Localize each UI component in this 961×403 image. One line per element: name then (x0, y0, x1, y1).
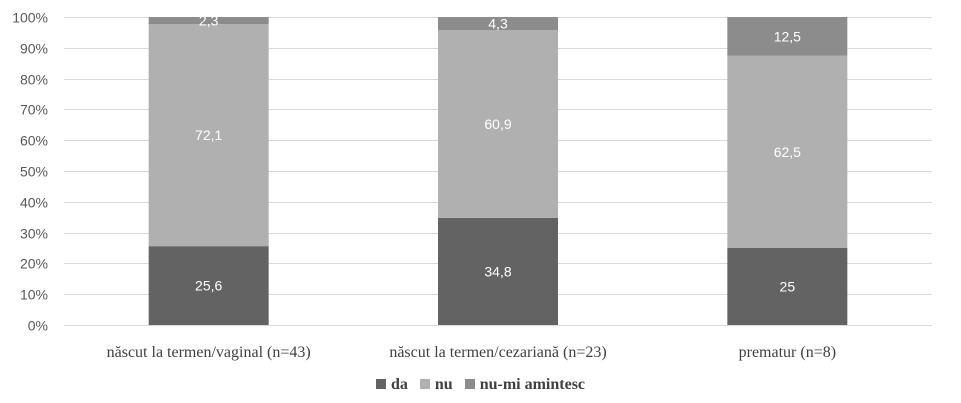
bar-segment-nu-mi-amintesc (438, 17, 558, 31)
bar-segment-nu (438, 30, 558, 218)
legend-label: nu-mi amintesc (479, 376, 586, 393)
data-label: 72,1 (195, 127, 222, 143)
x-axis-labels: născut la termen/vaginal (n=43) născut la… (107, 344, 836, 361)
bar-segment-nu-mi-amintesc (727, 17, 848, 56)
legend-swatch (419, 379, 430, 389)
y-tick-label: 40% (20, 195, 48, 211)
bars (148, 17, 848, 325)
y-tick-label: 0% (28, 318, 48, 334)
y-tick-label: 50% (20, 164, 48, 180)
legend: da nu nu-mi amintesc (0, 376, 961, 394)
legend-swatch (375, 379, 386, 389)
bar-segment-da (148, 246, 269, 325)
y-tick-label: 90% (20, 41, 48, 57)
y-tick-label: 80% (20, 72, 48, 88)
bar-segment-da (727, 248, 848, 325)
data-label: 12,5 (774, 28, 801, 44)
legend-item: nu (419, 376, 453, 394)
bar-segment-da (438, 217, 558, 325)
data-label: 2,3 (199, 13, 219, 29)
bar-segment-nu (148, 24, 269, 247)
data-label: 34,8 (484, 263, 511, 279)
data-label: 62,5 (774, 144, 801, 160)
x-category-label: născut la termen/vaginal (n=43) (107, 344, 311, 361)
bar-segment-nu-mi-amintesc (148, 17, 269, 25)
y-tick-label: 10% (20, 287, 48, 303)
legend-item: nu-mi amintesc (464, 376, 586, 394)
y-axis-ticks: 0% 10% 20% 30% 40% 50% 60% 70% 80% 90% 100% (12, 10, 48, 334)
legend-item: da (375, 376, 408, 394)
legend-label: nu (434, 376, 453, 393)
x-category-label: născut la termen/cezariană (n=23) (389, 344, 606, 361)
y-tick-label: 60% (20, 133, 48, 149)
data-label: 25,6 (195, 278, 222, 294)
data-label: 25 (780, 279, 796, 295)
legend-label: da (390, 376, 408, 393)
y-tick-label: 20% (20, 256, 48, 272)
y-tick-label: 30% (20, 226, 48, 242)
y-tick-label: 70% (20, 102, 48, 118)
data-label: 60,9 (484, 116, 511, 132)
x-category-label: prematur (n=8) (739, 344, 836, 361)
y-tick-label: 100% (12, 10, 48, 26)
data-label: 4,3 (488, 16, 508, 32)
bar-segment-nu (727, 55, 848, 248)
data-labels: 25,6 72,1 2,3 34,8 60,9 4,3 25 62,5 12,5 (195, 13, 801, 295)
legend-swatch (464, 379, 475, 389)
